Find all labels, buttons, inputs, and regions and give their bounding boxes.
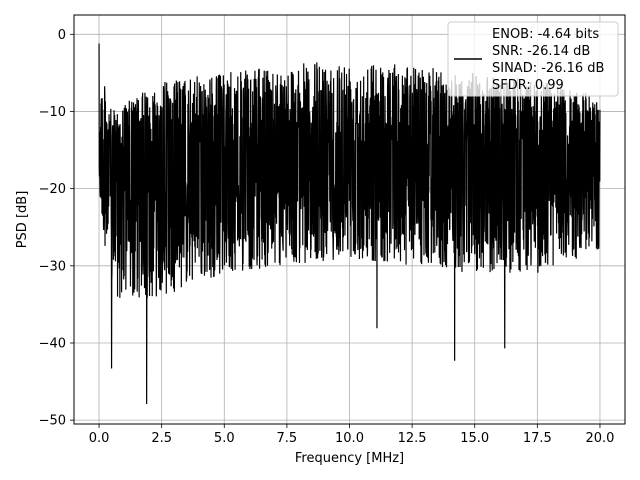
y-tick-label: −50 [39, 414, 66, 429]
legend: ENOB: -4.64 bits SNR: -26.14 dB SINAD: -… [447, 21, 619, 97]
plot-area [98, 43, 601, 404]
x-axis-label: Frequency [MHz] [295, 451, 404, 466]
y-tick-label: −30 [39, 259, 66, 274]
x-axis: 0.0 2.5 5.0 7.5 10.0 12.5 15.0 17.5 20.0 [89, 424, 614, 446]
y-axis-label: PSD [dB] [15, 191, 30, 249]
x-tick-label: 0.0 [89, 431, 110, 446]
x-tick-label: 2.5 [151, 431, 172, 446]
legend-entry-sfdr: SFDR: 0.99 [492, 78, 564, 93]
legend-entry-sinad: SINAD: -26.16 dB [492, 61, 604, 76]
x-tick-label: 10.0 [335, 431, 364, 446]
x-tick-label: 5.0 [214, 431, 235, 446]
x-tick-label: 17.5 [523, 431, 552, 446]
x-tick-label: 15.0 [460, 431, 489, 446]
x-tick-label: 12.5 [398, 431, 427, 446]
x-tick-label: 20.0 [585, 431, 614, 446]
y-axis: 0 −10 −20 −30 −40 −50 [39, 28, 74, 429]
y-tick-label: −20 [39, 182, 66, 197]
x-tick-label: 7.5 [277, 431, 298, 446]
series-line-psd [98, 43, 601, 404]
y-tick-label: 0 [58, 28, 66, 43]
legend-box [447, 21, 619, 97]
y-tick-label: −10 [39, 105, 66, 120]
legend-entry-enob: ENOB: -4.64 bits [492, 27, 599, 42]
y-tick-label: −40 [39, 336, 66, 351]
legend-entry-snr: SNR: -26.14 dB [492, 44, 590, 59]
